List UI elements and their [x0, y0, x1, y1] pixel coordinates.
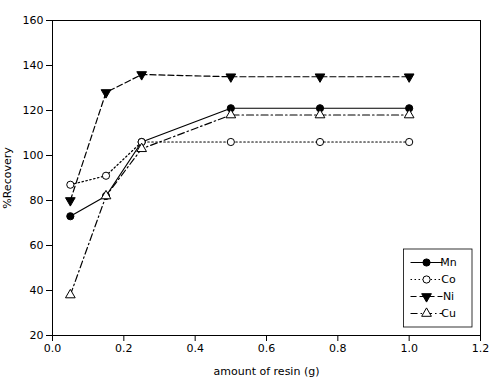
- svg-text:Mn: Mn: [440, 256, 456, 269]
- svg-text:0.0: 0.0: [44, 342, 62, 355]
- svg-text:0.2: 0.2: [115, 342, 133, 355]
- svg-text:0.6: 0.6: [258, 342, 276, 355]
- svg-text:160: 160: [23, 14, 44, 27]
- svg-text:%Recovery: %Recovery: [1, 147, 14, 209]
- svg-text:amount of resin (g): amount of resin (g): [214, 365, 320, 377]
- svg-text:Cu: Cu: [441, 307, 456, 320]
- svg-text:80: 80: [30, 194, 44, 207]
- svg-text:0.4: 0.4: [186, 342, 204, 355]
- svg-text:Co: Co: [441, 273, 456, 286]
- svg-text:40: 40: [30, 284, 44, 297]
- svg-text:0.8: 0.8: [329, 342, 347, 355]
- svg-text:1.2: 1.2: [472, 342, 490, 355]
- svg-text:20: 20: [30, 329, 44, 342]
- svg-text:Ni: Ni: [443, 290, 454, 303]
- svg-text:100: 100: [23, 149, 44, 162]
- svg-text:140: 140: [23, 59, 44, 72]
- svg-text:60: 60: [30, 239, 44, 252]
- svg-text:1.0: 1.0: [400, 342, 418, 355]
- svg-text:120: 120: [23, 104, 44, 117]
